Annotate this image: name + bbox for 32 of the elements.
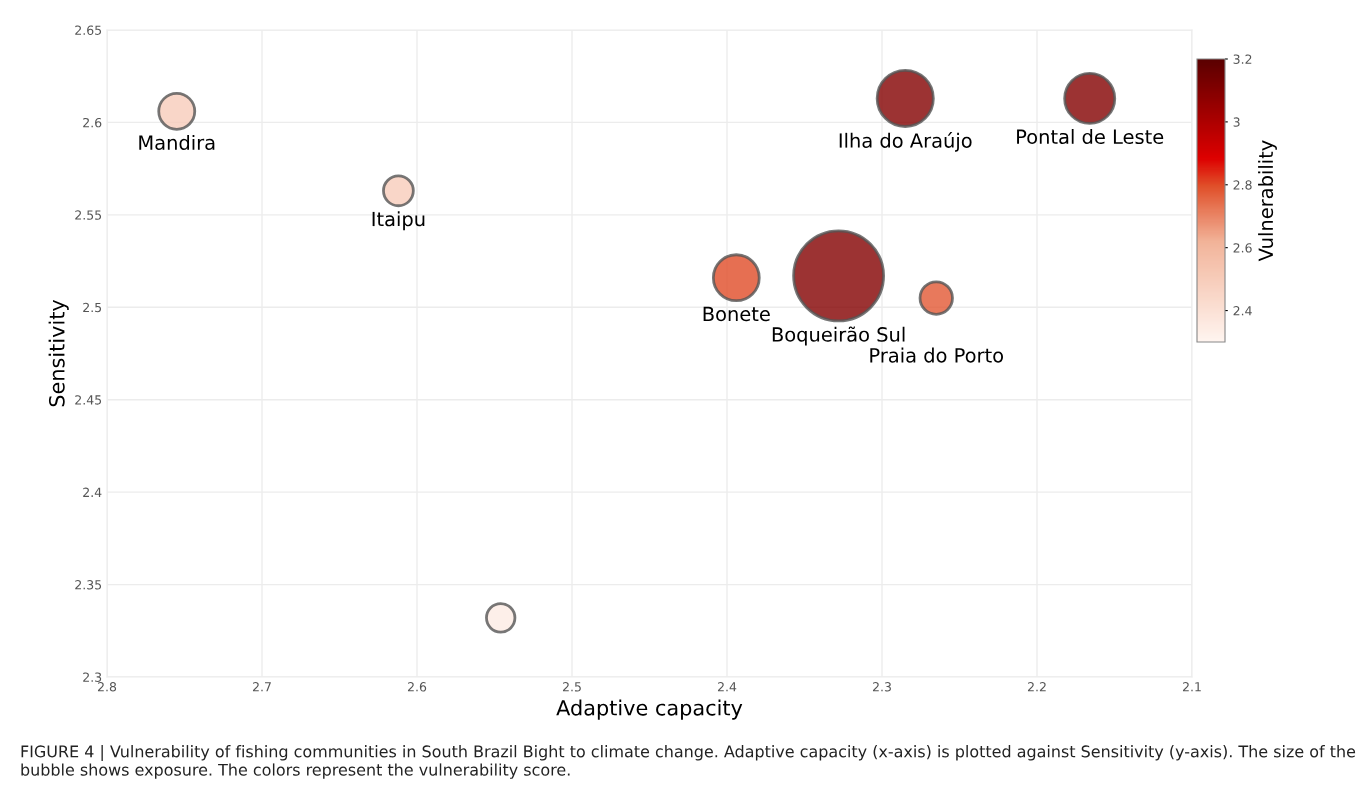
annotation: Itaipu xyxy=(372,211,425,231)
x-tick-label: 2.3 xyxy=(872,682,891,692)
y-axis-title: Sensitivity xyxy=(48,299,69,407)
x-tick-label: 2.1 xyxy=(1182,682,1201,692)
caption: FIGURE 4 | Vulnerability of fishing communities in South Brazil Bight to climate change. Adaptive capacity (x-axis) is plotted against Sensitivity (y-axis). The size of the bubble shows exposure. The colors represent the vulnerability score. xyxy=(21,745,1356,779)
x-tick-label: 2.4 xyxy=(717,682,737,692)
y-tick-label: 2.65 xyxy=(75,25,102,35)
color-bar-title: Vulnerability xyxy=(1258,140,1277,262)
color-bar-label: 2.4 xyxy=(1233,306,1252,316)
y-tick-label: 2.5 xyxy=(83,302,102,313)
color-bar-label: 2.6 xyxy=(1233,243,1252,253)
x-axis-title: Adaptive capacity xyxy=(556,699,743,720)
y-tick-label: 2.3 xyxy=(83,672,102,682)
annotation: Boqueirão Sul xyxy=(772,326,905,346)
x-tick-label: 2.6 xyxy=(407,682,427,692)
color-bar-label: 3 xyxy=(1233,117,1240,127)
y-tick-label: 2.55 xyxy=(75,210,102,220)
annotation: Mandira xyxy=(139,134,215,150)
annotation: Bonete xyxy=(703,306,770,322)
y-tick-label: 2.4 xyxy=(83,487,102,497)
x-tick-label: 2.5 xyxy=(562,682,581,692)
y-tick-label: 2.6 xyxy=(83,117,102,128)
y-tick-label: 2.45 xyxy=(75,395,102,405)
annotation: Praia do Porto xyxy=(870,347,1004,363)
y-tick-label: 2.35 xyxy=(75,580,102,590)
annotation: Ilha do Araújo xyxy=(839,132,972,152)
x-tick-label: 2.7 xyxy=(252,682,271,692)
x-tick-label: 2.8 xyxy=(97,682,117,692)
color-bar-label: 3.2 xyxy=(1233,54,1252,64)
color-bar-label: 2.8 xyxy=(1233,180,1252,190)
annotation: Pontal de Leste xyxy=(1017,129,1164,145)
x-tick-label: 2.2 xyxy=(1027,682,1046,692)
